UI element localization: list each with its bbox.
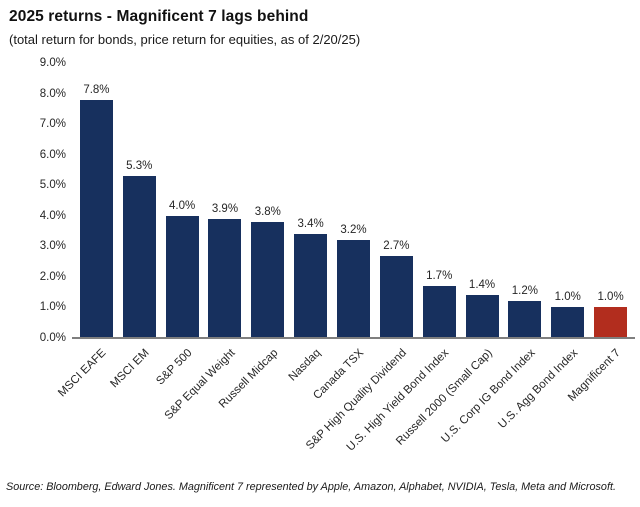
y-axis-tick-label: 4.0% xyxy=(39,209,66,222)
chart-title: 2025 returns - Magnificent 7 lags behind xyxy=(9,8,309,25)
bar-value-label: 1.0% xyxy=(597,291,624,304)
y-axis-tick-label: 8.0% xyxy=(39,87,66,100)
bar-value-label: 1.4% xyxy=(468,279,496,292)
bar-s-p-high-quality-dividend xyxy=(379,255,413,338)
bar-magnificent-7 xyxy=(594,307,628,338)
y-axis-tick-label: 0.0% xyxy=(39,332,66,344)
bar-msci-em xyxy=(122,176,156,338)
bar-canada-tsx xyxy=(337,240,370,338)
source-note: Source: Bloomberg, Edward Jones. Magnifi… xyxy=(6,481,616,493)
y-axis-tick-label: 5.0% xyxy=(39,179,66,192)
bar-value-label: 1.0% xyxy=(554,291,581,304)
bar-value-label: 1.7% xyxy=(426,270,453,283)
bar-value-label: 2.7% xyxy=(383,239,410,252)
x-axis-label: Nasdaq xyxy=(286,347,324,384)
bar-s-p-500 xyxy=(165,215,199,338)
x-axis-label: S&P 500 xyxy=(154,347,195,388)
bar-nasdaq xyxy=(294,234,328,338)
bar-s-p-equal-weight xyxy=(208,218,242,338)
x-axis-line xyxy=(72,337,635,339)
bar-russell-midcap xyxy=(251,221,285,338)
y-axis-tick-label: 9.0% xyxy=(39,57,66,69)
bar-value-label: 3.4% xyxy=(297,218,324,231)
bar-value-label: 7.8% xyxy=(83,83,110,96)
bar-u-s-high-yield-bond-index xyxy=(422,286,456,338)
bar-value-label: 4.0% xyxy=(169,199,196,212)
x-axis-label: U.S. Agg Bond Index xyxy=(496,347,581,431)
bar-u-s-corp-ig-bond-index xyxy=(508,301,542,338)
bar-value-label: 1.2% xyxy=(511,285,538,298)
bar-value-label: 3.9% xyxy=(211,202,239,215)
x-axis-label: MSCI EAFE xyxy=(56,347,109,400)
y-axis-tick-label: 3.0% xyxy=(39,240,66,253)
y-axis-tick-label: 6.0% xyxy=(39,148,66,161)
chart-subtitle: (total return for bonds, price return fo… xyxy=(9,32,361,47)
y-axis-tick-label: 7.0% xyxy=(39,118,66,131)
bar-msci-eafe xyxy=(79,99,113,338)
y-axis-tick-label: 2.0% xyxy=(39,270,66,283)
bar-russell-2000-small-cap xyxy=(465,295,499,338)
y-axis-tick-label: 1.0% xyxy=(39,301,66,314)
bar-value-label: 3.8% xyxy=(254,205,281,218)
bar-value-label: 3.2% xyxy=(340,224,367,237)
bar-u-s-agg-bond-index xyxy=(551,307,585,338)
x-axis-label: MSCI EM xyxy=(108,347,152,391)
bar-value-label: 5.3% xyxy=(126,160,153,173)
